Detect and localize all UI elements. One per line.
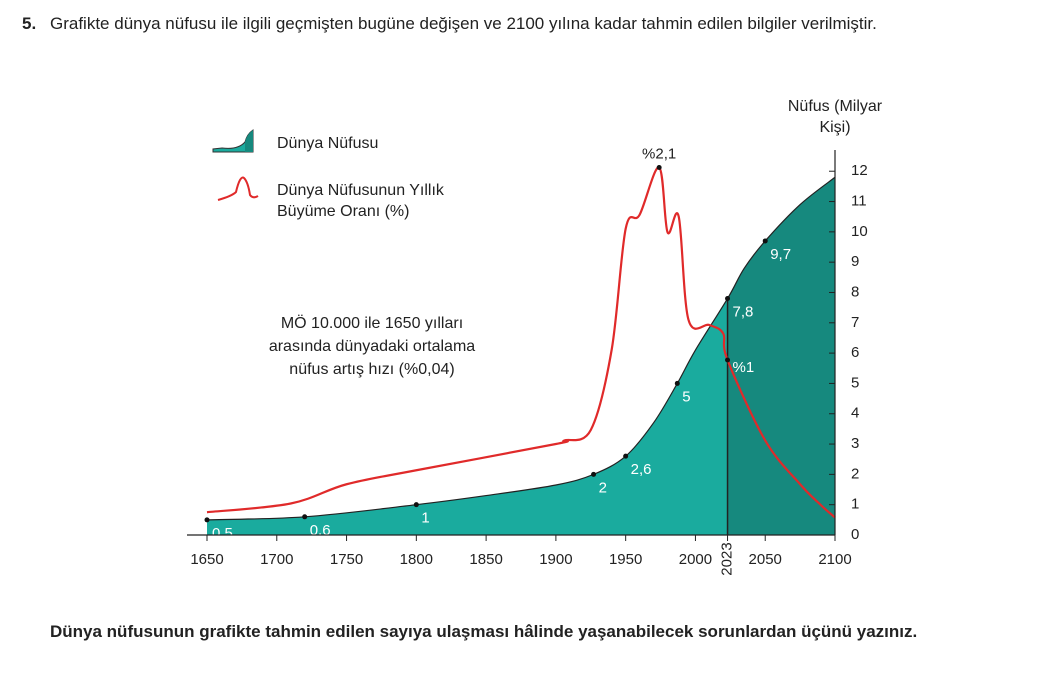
x-tick-label: 2100 bbox=[818, 551, 851, 568]
y-tick-label: 9 bbox=[851, 253, 859, 270]
data-point bbox=[204, 517, 210, 523]
x-tick-label: 2050 bbox=[749, 551, 782, 568]
data-label: 0,6 bbox=[310, 522, 331, 539]
y-tick-label: 11 bbox=[851, 193, 867, 210]
legend-area-icon-dark bbox=[245, 130, 253, 152]
data-label: 1 bbox=[421, 510, 429, 527]
annotation: arasında dünyadaki ortalama bbox=[269, 338, 475, 355]
data-point bbox=[302, 514, 308, 520]
legend-label: Dünya Nüfusu bbox=[277, 135, 379, 152]
y-tick-label: 2 bbox=[851, 465, 859, 482]
legend-label: Dünya Nüfusunun Yıllık Büyüme Oranı (%) bbox=[277, 182, 444, 220]
y-tick-label: 10 bbox=[851, 223, 868, 240]
data-label: %1 bbox=[733, 359, 755, 376]
question-text: Grafikte dünya nüfusu ile ilgili geçmişt… bbox=[50, 14, 877, 33]
data-label: 7,8 bbox=[733, 304, 754, 321]
y-tick-label: 1 bbox=[851, 496, 859, 513]
question-prompt: Dünya nüfusunun grafikte tahmin edilen s… bbox=[50, 622, 918, 641]
x-tick-label: 1650 bbox=[190, 551, 223, 568]
y-tick-label: 6 bbox=[851, 344, 859, 361]
annotation: nüfus artış hızı (%0,04) bbox=[289, 361, 454, 378]
data-label: 2 bbox=[599, 479, 607, 496]
area-fill bbox=[207, 177, 835, 536]
y-tick-label: 4 bbox=[851, 405, 859, 422]
x-tick-label: 1950 bbox=[609, 551, 642, 568]
x-tick-label: 2023 bbox=[719, 542, 736, 575]
data-label: 5 bbox=[682, 388, 690, 405]
x-tick-label: 1800 bbox=[400, 551, 433, 568]
y-tick-label: 12 bbox=[851, 162, 868, 179]
x-tick-label: 2000 bbox=[679, 551, 712, 568]
y-tick-label: 8 bbox=[851, 283, 859, 300]
data-point bbox=[762, 238, 768, 244]
data-point bbox=[413, 502, 419, 508]
y-tick-label: 5 bbox=[851, 374, 859, 391]
y-tick-label: 3 bbox=[851, 435, 859, 452]
x-tick-label: 1700 bbox=[260, 551, 293, 568]
x-tick-label: 1850 bbox=[469, 551, 502, 568]
legend-line-icon bbox=[217, 176, 259, 201]
y-axis-title: Nüfus (Milyar Kişi) bbox=[787, 98, 883, 136]
data-point bbox=[725, 296, 731, 302]
x-tick-label: 1900 bbox=[539, 551, 572, 568]
x-tick-label: 1750 bbox=[330, 551, 363, 568]
question-number: 5. bbox=[22, 14, 37, 33]
y-tick-label: 0 bbox=[851, 526, 859, 543]
data-point bbox=[674, 380, 680, 386]
y-tick-label: 7 bbox=[851, 314, 859, 331]
growth-line bbox=[206, 166, 836, 519]
data-label: 2,6 bbox=[631, 461, 652, 478]
data-point bbox=[725, 357, 731, 363]
data-label: 9,7 bbox=[770, 246, 791, 263]
annotation: MÖ 10.000 ile 1650 yılları bbox=[281, 314, 463, 332]
data-point bbox=[591, 471, 597, 477]
data-label: %2,1 bbox=[642, 145, 676, 162]
data-point bbox=[656, 165, 662, 170]
data-label: 0,5 bbox=[212, 525, 233, 542]
data-point bbox=[623, 453, 629, 459]
